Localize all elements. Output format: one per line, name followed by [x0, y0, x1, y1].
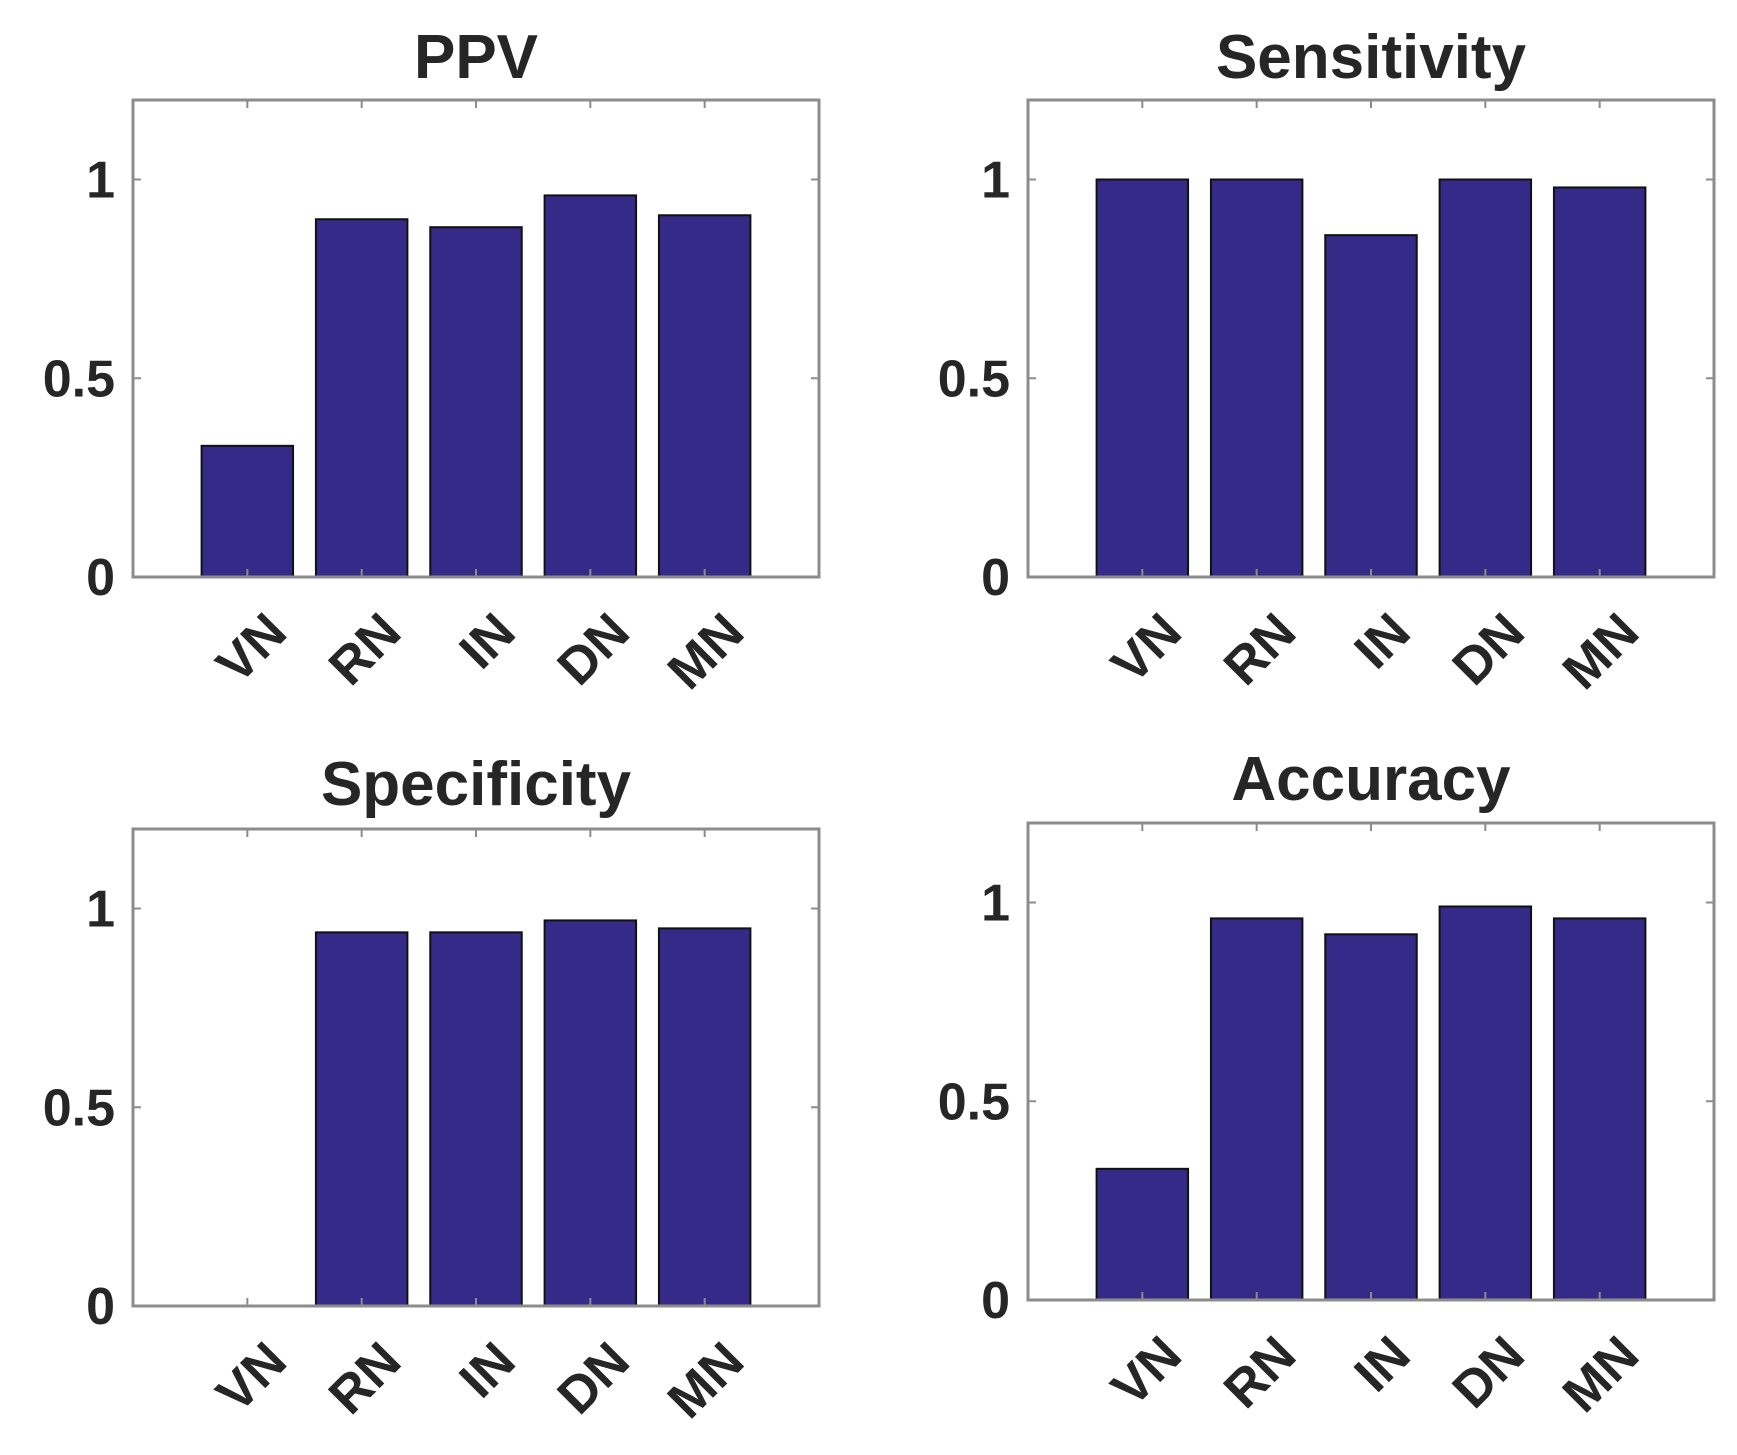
accuracy-xtick-label-rn: RN — [1213, 1325, 1307, 1419]
ppv-bar-dn — [543, 194, 638, 578]
specificity-title: Specificity — [321, 750, 632, 819]
sensitivity-xtick-label-dn: DN — [1442, 602, 1536, 696]
specificity-chart: Specificity 0 0.5 1 VN RN IN DN MN — [43, 750, 821, 1430]
ppv-xtick-label-dn: DN — [547, 602, 641, 696]
specificity-xtick-label-in: IN — [449, 1331, 527, 1409]
specificity-xtick-label-dn: DN — [547, 1331, 641, 1425]
sensitivity-xtick-label-rn: RN — [1213, 602, 1307, 696]
accuracy-xtick-label-mn: MN — [1552, 1325, 1650, 1423]
sensitivity-ytick-label: 0.5 — [938, 350, 1010, 408]
specificity-bar-mn — [657, 927, 752, 1307]
ppv-ytick-label: 1 — [86, 152, 115, 210]
ppv-ytick-label: 0 — [86, 549, 115, 607]
accuracy-bar-mn — [1552, 917, 1647, 1302]
sensitivity-title: Sensitivity — [1216, 23, 1527, 92]
accuracy-ytick-label: 0.5 — [938, 1073, 1010, 1131]
sensitivity-chart: Sensitivity 0 0.5 1 VN RN IN DN MN — [938, 23, 1716, 701]
sensitivity-ytick-label: 0 — [981, 549, 1010, 607]
specificity-bar-rn — [314, 931, 409, 1307]
sensitivity-ytick-label: 1 — [981, 152, 1010, 210]
ppv-xtick-label-vn: VN — [206, 602, 298, 694]
accuracy-ytick-label: 0 — [981, 1272, 1010, 1330]
specificity-xtick-label-rn: RN — [318, 1331, 412, 1425]
specificity-bar-dn — [543, 919, 638, 1307]
ppv-ytick-label: 0.5 — [43, 350, 115, 408]
ppv-chart: PPV 0 0.5 1 VN RN IN DN MN — [43, 23, 821, 701]
sensitivity-bar-dn — [1438, 178, 1533, 578]
accuracy-ytick-label: 1 — [981, 875, 1010, 933]
ppv-xtick-label-mn: MN — [657, 602, 755, 700]
ppv-xtick-label-in: IN — [449, 602, 527, 680]
ppv-xtick-label-rn: RN — [318, 602, 412, 696]
specificity-xtick-label-vn: VN — [206, 1331, 298, 1423]
ppv-title: PPV — [414, 23, 538, 92]
sensitivity-xtick-label-mn: MN — [1552, 602, 1650, 700]
ppv-bar-in — [429, 226, 523, 578]
accuracy-bar-vn — [1095, 1167, 1190, 1301]
sensitivity-bar-mn — [1552, 186, 1647, 578]
specificity-xtick-label-mn: MN — [657, 1331, 755, 1429]
accuracy-xtick-label-in: IN — [1344, 1325, 1422, 1403]
sensitivity-bar-in — [1324, 234, 1418, 578]
ppv-bar-vn — [200, 444, 295, 579]
accuracy-chart: Accuracy 0 0.5 1 VN RN IN DN MN — [938, 745, 1716, 1424]
accuracy-xtick-label-vn: VN — [1101, 1325, 1193, 1417]
accuracy-bar-rn — [1209, 917, 1304, 1302]
sensitivity-xtick-label-in: IN — [1344, 602, 1422, 680]
specificity-bar-in — [429, 931, 523, 1307]
specificity-ytick-label: 1 — [86, 881, 115, 939]
specificity-ytick-label: 0.5 — [43, 1079, 115, 1137]
accuracy-title: Accuracy — [1231, 745, 1511, 814]
ppv-bar-mn — [657, 214, 752, 578]
sensitivity-bar-rn — [1209, 178, 1304, 578]
sensitivity-xtick-label-vn: VN — [1101, 602, 1193, 694]
accuracy-bar-dn — [1438, 905, 1533, 1301]
sensitivity-bar-vn — [1095, 178, 1190, 578]
ppv-bar-rn — [314, 218, 409, 578]
accuracy-bar-in — [1324, 933, 1418, 1301]
specificity-ytick-label: 0 — [86, 1278, 115, 1336]
accuracy-xtick-label-dn: DN — [1442, 1325, 1536, 1419]
